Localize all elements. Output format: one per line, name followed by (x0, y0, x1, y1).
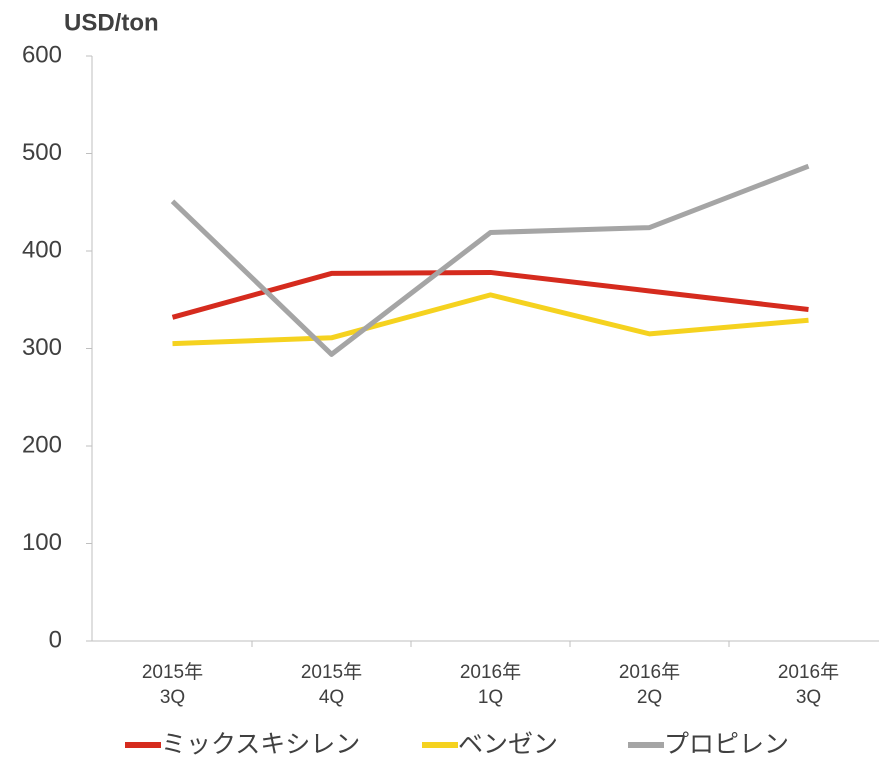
series-line (171, 269, 809, 320)
y-tick-label: 200 (22, 431, 62, 458)
x-tick-label: 3Q (160, 687, 185, 708)
x-tick-label: 3Q (796, 687, 821, 708)
y-tick-label: 100 (22, 529, 62, 556)
legend-label: プロピレン (664, 731, 789, 759)
x-tick-label: 2Q (637, 687, 662, 708)
y-axis-label: USD/ton (64, 9, 159, 36)
x-tick-label: 2016年 (778, 661, 839, 683)
y-tick-label: 600 (22, 41, 62, 68)
y-tick-label: 400 (22, 236, 62, 263)
x-tick-label: 2016年 (619, 661, 680, 683)
series-line (172, 292, 809, 347)
x-tick-label: 1Q (478, 687, 503, 708)
x-tick-label: 2016年 (460, 661, 521, 683)
x-tick-label: 4Q (319, 687, 344, 708)
x-tick-label: 2015年 (301, 661, 362, 683)
x-tick-label: 2015年 (142, 661, 203, 683)
y-tick-label: 0 (49, 626, 62, 653)
y-tick-label: 300 (22, 334, 62, 361)
y-tick-label: 500 (22, 139, 62, 166)
legend-label: ミックスキシレン (161, 731, 360, 759)
series-line (170, 163, 810, 357)
legend-label: ベンゼン (458, 731, 558, 759)
